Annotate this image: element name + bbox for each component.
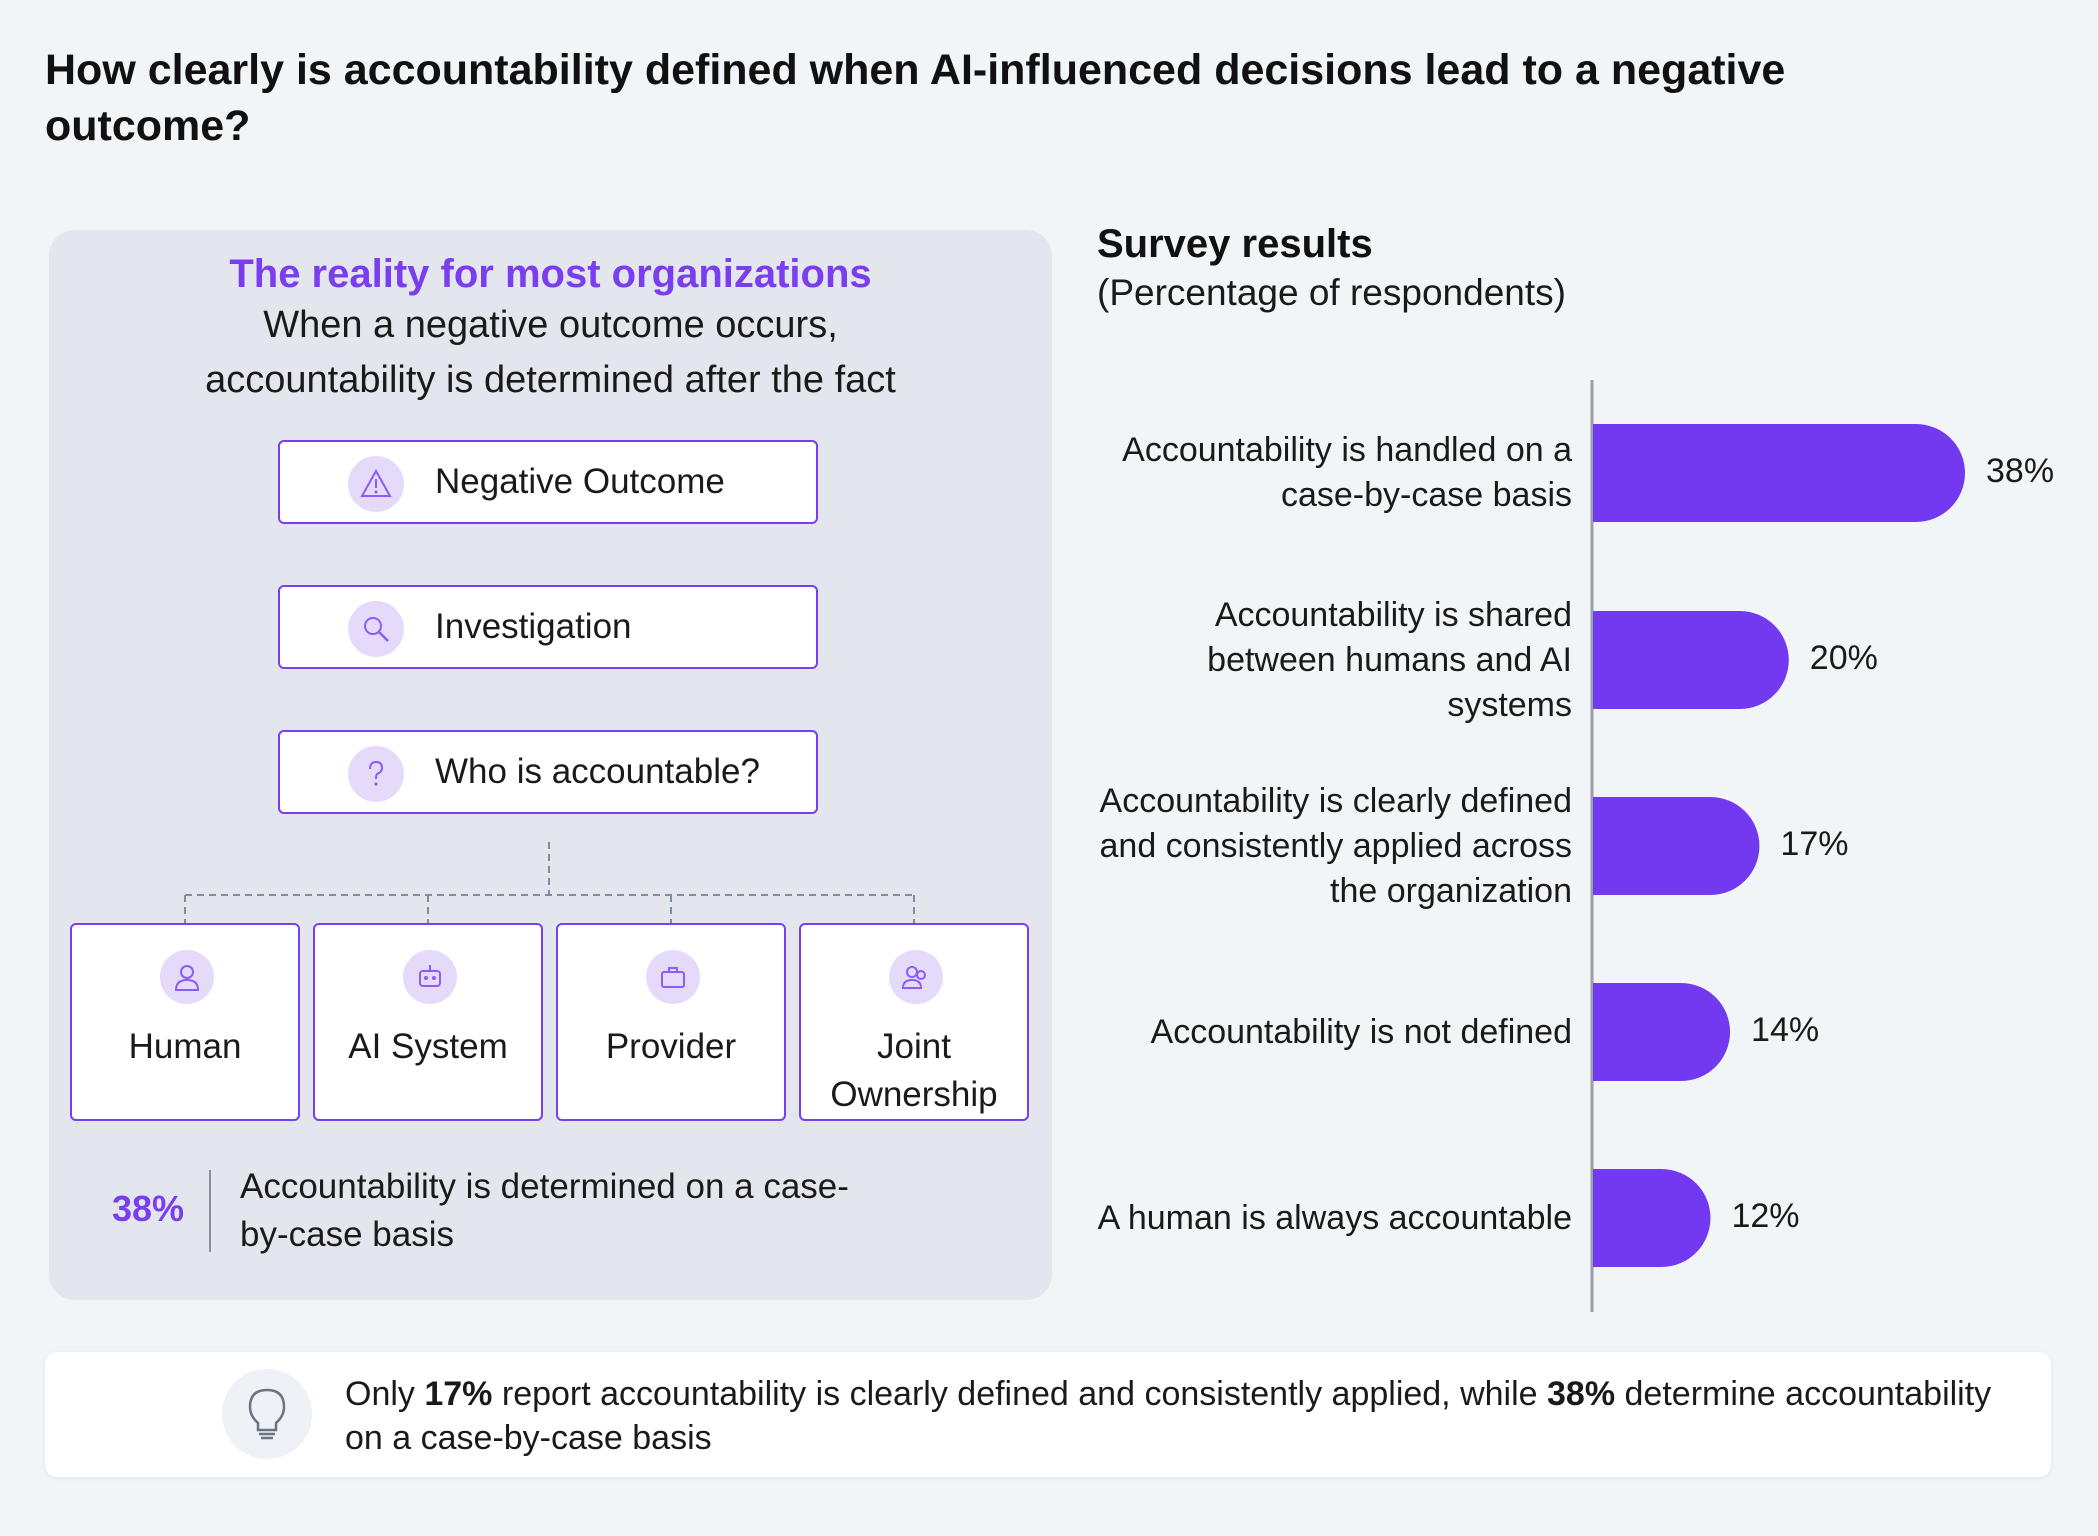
owner-label: Human bbox=[128, 1027, 242, 1066]
stat-divider bbox=[209, 1170, 211, 1252]
bar-4 bbox=[1593, 983, 1731, 1081]
chart-title: Survey results bbox=[1097, 222, 1373, 266]
warning-icon bbox=[348, 456, 404, 512]
panel-heading: The reality for most organizations bbox=[229, 252, 872, 296]
owner-label: Provider bbox=[605, 1027, 737, 1066]
owner-human: Human bbox=[70, 923, 300, 1121]
owner-provider: Provider bbox=[556, 923, 786, 1121]
flow-step-negative-outcome: Negative Outcome bbox=[278, 440, 818, 524]
insight-prefix: Only bbox=[345, 1375, 425, 1413]
category-label-4: Accountability is not defined bbox=[1150, 1012, 1572, 1051]
magnifier-icon bbox=[348, 601, 404, 657]
value-label-5: 12% bbox=[1731, 1197, 1800, 1235]
insight-highlight-17: 17% bbox=[424, 1375, 493, 1413]
insight-highlight-38: 38% bbox=[1547, 1375, 1616, 1413]
flow-step-label: Investigation bbox=[435, 607, 632, 646]
bar-2 bbox=[1593, 611, 1789, 709]
category-label-5: A human is always accountable bbox=[1097, 1198, 1572, 1237]
insight-text: Only 17% report accountability is clearl… bbox=[345, 1372, 1995, 1460]
page-title: How clearly is accountability defined wh… bbox=[45, 46, 1786, 150]
panel-subtitle-line1: When a negative outcome occurs, bbox=[263, 304, 838, 346]
value-label-1: 38% bbox=[1986, 452, 2055, 490]
value-label-2: 20% bbox=[1809, 639, 1878, 677]
chart-subtitle: (Percentage of respondents) bbox=[1097, 272, 1566, 313]
owner-joint-ownership: Joint Ownership bbox=[799, 923, 1029, 1121]
category-label-2: Accountability is shared between humans … bbox=[1207, 595, 1572, 724]
value-label-3: 17% bbox=[1780, 825, 1849, 863]
person-icon bbox=[160, 950, 214, 1004]
flow-step-who-accountable: Who is accountable? bbox=[278, 730, 818, 814]
flow-step-label: Negative Outcome bbox=[435, 462, 725, 501]
group-icon bbox=[889, 950, 943, 1004]
bar-chart bbox=[1590, 380, 1965, 1312]
bar-5 bbox=[1593, 1169, 1711, 1267]
stat-value: 38% bbox=[112, 1188, 185, 1229]
owner-label: AI System bbox=[348, 1027, 508, 1066]
briefcase-icon bbox=[646, 950, 700, 1004]
insight-suffix: determine accountability on a case-by-ca… bbox=[345, 1375, 1992, 1457]
bar-3 bbox=[1593, 797, 1760, 895]
robot-icon bbox=[403, 950, 457, 1004]
panel-subtitle: When a negative outcome occurs, accounta… bbox=[49, 298, 1052, 408]
flow-step-investigation: Investigation bbox=[278, 585, 818, 669]
question-icon bbox=[348, 746, 404, 802]
insight-banner: Only 17% report accountability is clearl… bbox=[45, 1352, 2051, 1477]
category-label-1: Accountability is handled on a case-by-c… bbox=[1122, 431, 1572, 514]
lightbulb-icon bbox=[222, 1369, 312, 1459]
reality-panel: The reality for most organizations When … bbox=[49, 230, 1052, 1300]
insight-middle: report accountability is clearly defined… bbox=[492, 1375, 1548, 1413]
panel-subtitle-line2: accountability is determined after the f… bbox=[205, 359, 896, 401]
category-label-3: Accountability is clearly defined and co… bbox=[1099, 781, 1573, 910]
owner-ai-system: AI System bbox=[313, 923, 543, 1121]
owner-label: Joint Ownership bbox=[830, 1027, 998, 1114]
flow-step-label: Who is accountable? bbox=[435, 752, 760, 791]
value-label-4: 14% bbox=[1751, 1011, 1820, 1049]
bar-1 bbox=[1593, 424, 1965, 522]
stat-text: Accountability is determined on a case-b… bbox=[240, 1167, 849, 1254]
